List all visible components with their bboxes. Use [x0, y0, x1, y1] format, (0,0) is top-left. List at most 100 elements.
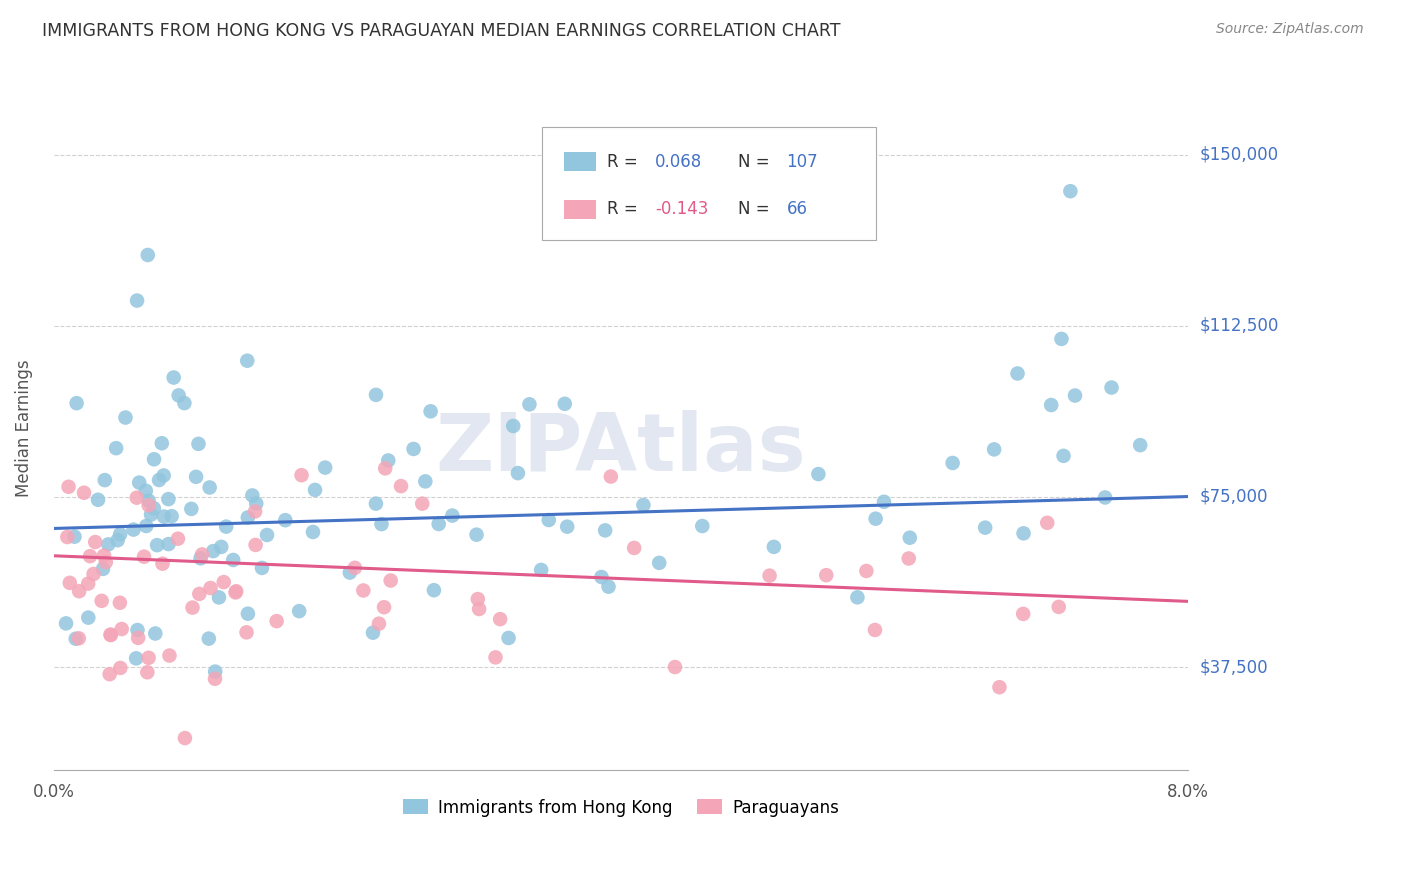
- Point: [863, 623, 886, 637]
- Point: [139, 508, 162, 522]
- Point: [465, 527, 488, 541]
- Point: [55, 616, 77, 631]
- Point: [690, 519, 713, 533]
- Point: [502, 419, 524, 434]
- Point: [441, 508, 464, 523]
- Point: [65, 632, 87, 646]
- Point: [489, 612, 512, 626]
- Y-axis label: Median Earnings: Median Earnings: [15, 359, 32, 497]
- Point: [111, 622, 134, 636]
- Text: N =: N =: [738, 153, 775, 170]
- Point: [762, 540, 785, 554]
- Point: [136, 248, 159, 262]
- Point: [65, 396, 87, 410]
- Point: [415, 475, 437, 489]
- Point: [855, 564, 877, 578]
- Point: [200, 581, 222, 595]
- Text: N =: N =: [738, 201, 775, 219]
- Point: [73, 485, 96, 500]
- Point: [152, 557, 174, 571]
- Point: [143, 452, 166, 467]
- Text: Source: ZipAtlas.com: Source: ZipAtlas.com: [1216, 22, 1364, 37]
- Point: [245, 497, 267, 511]
- Text: -0.143: -0.143: [655, 201, 709, 219]
- Point: [56, 530, 79, 544]
- Point: [1094, 491, 1116, 505]
- Point: [468, 602, 491, 616]
- Point: [942, 456, 965, 470]
- Bar: [564, 152, 596, 171]
- Point: [67, 584, 90, 599]
- Point: [815, 568, 838, 582]
- Point: [105, 441, 128, 455]
- Point: [314, 460, 336, 475]
- Point: [135, 483, 157, 498]
- Point: [380, 574, 402, 588]
- Point: [157, 537, 180, 551]
- Point: [142, 501, 165, 516]
- Bar: [564, 200, 596, 219]
- Point: [94, 555, 117, 569]
- Point: [290, 468, 312, 483]
- Point: [127, 623, 149, 637]
- Point: [554, 397, 576, 411]
- Point: [138, 493, 160, 508]
- Point: [364, 497, 387, 511]
- Point: [167, 532, 190, 546]
- Point: [181, 600, 204, 615]
- Point: [274, 513, 297, 527]
- Point: [153, 509, 176, 524]
- Point: [256, 528, 278, 542]
- Point: [187, 437, 209, 451]
- Text: $37,500: $37,500: [1199, 658, 1268, 676]
- Point: [519, 397, 541, 411]
- Point: [419, 404, 441, 418]
- Point: [288, 604, 311, 618]
- Point: [467, 592, 489, 607]
- Text: R =: R =: [607, 201, 644, 219]
- Point: [83, 566, 105, 581]
- Point: [988, 680, 1011, 694]
- Point: [368, 616, 391, 631]
- Point: [373, 600, 395, 615]
- Point: [1012, 607, 1035, 621]
- Point: [98, 667, 121, 681]
- Point: [122, 523, 145, 537]
- Point: [623, 541, 645, 555]
- Point: [898, 531, 921, 545]
- Point: [633, 498, 655, 512]
- Point: [555, 519, 578, 533]
- Point: [865, 511, 887, 525]
- Point: [343, 561, 366, 575]
- Point: [97, 537, 120, 551]
- Point: [423, 583, 446, 598]
- Text: 0.068: 0.068: [655, 153, 702, 170]
- Point: [377, 453, 399, 467]
- Point: [100, 628, 122, 642]
- Point: [152, 468, 174, 483]
- Point: [1007, 367, 1029, 381]
- Point: [484, 650, 506, 665]
- Point: [530, 563, 553, 577]
- Point: [174, 731, 197, 745]
- Point: [215, 519, 238, 533]
- Point: [402, 442, 425, 456]
- Point: [90, 594, 112, 608]
- Legend: Immigrants from Hong Kong, Paraguayans: Immigrants from Hong Kong, Paraguayans: [396, 792, 846, 823]
- Point: [846, 591, 869, 605]
- Point: [591, 570, 613, 584]
- Point: [352, 583, 374, 598]
- Point: [364, 388, 387, 402]
- Text: IMMIGRANTS FROM HONG KONG VS PARAGUAYAN MEDIAN EARNINGS CORRELATION CHART: IMMIGRANTS FROM HONG KONG VS PARAGUAYAN …: [42, 22, 841, 40]
- Point: [128, 475, 150, 490]
- Point: [1047, 599, 1070, 614]
- Point: [598, 580, 620, 594]
- Point: [146, 538, 169, 552]
- Point: [77, 610, 100, 624]
- Point: [125, 491, 148, 505]
- Point: [184, 470, 207, 484]
- Point: [114, 410, 136, 425]
- Point: [108, 596, 131, 610]
- Point: [1052, 449, 1074, 463]
- Point: [159, 648, 181, 663]
